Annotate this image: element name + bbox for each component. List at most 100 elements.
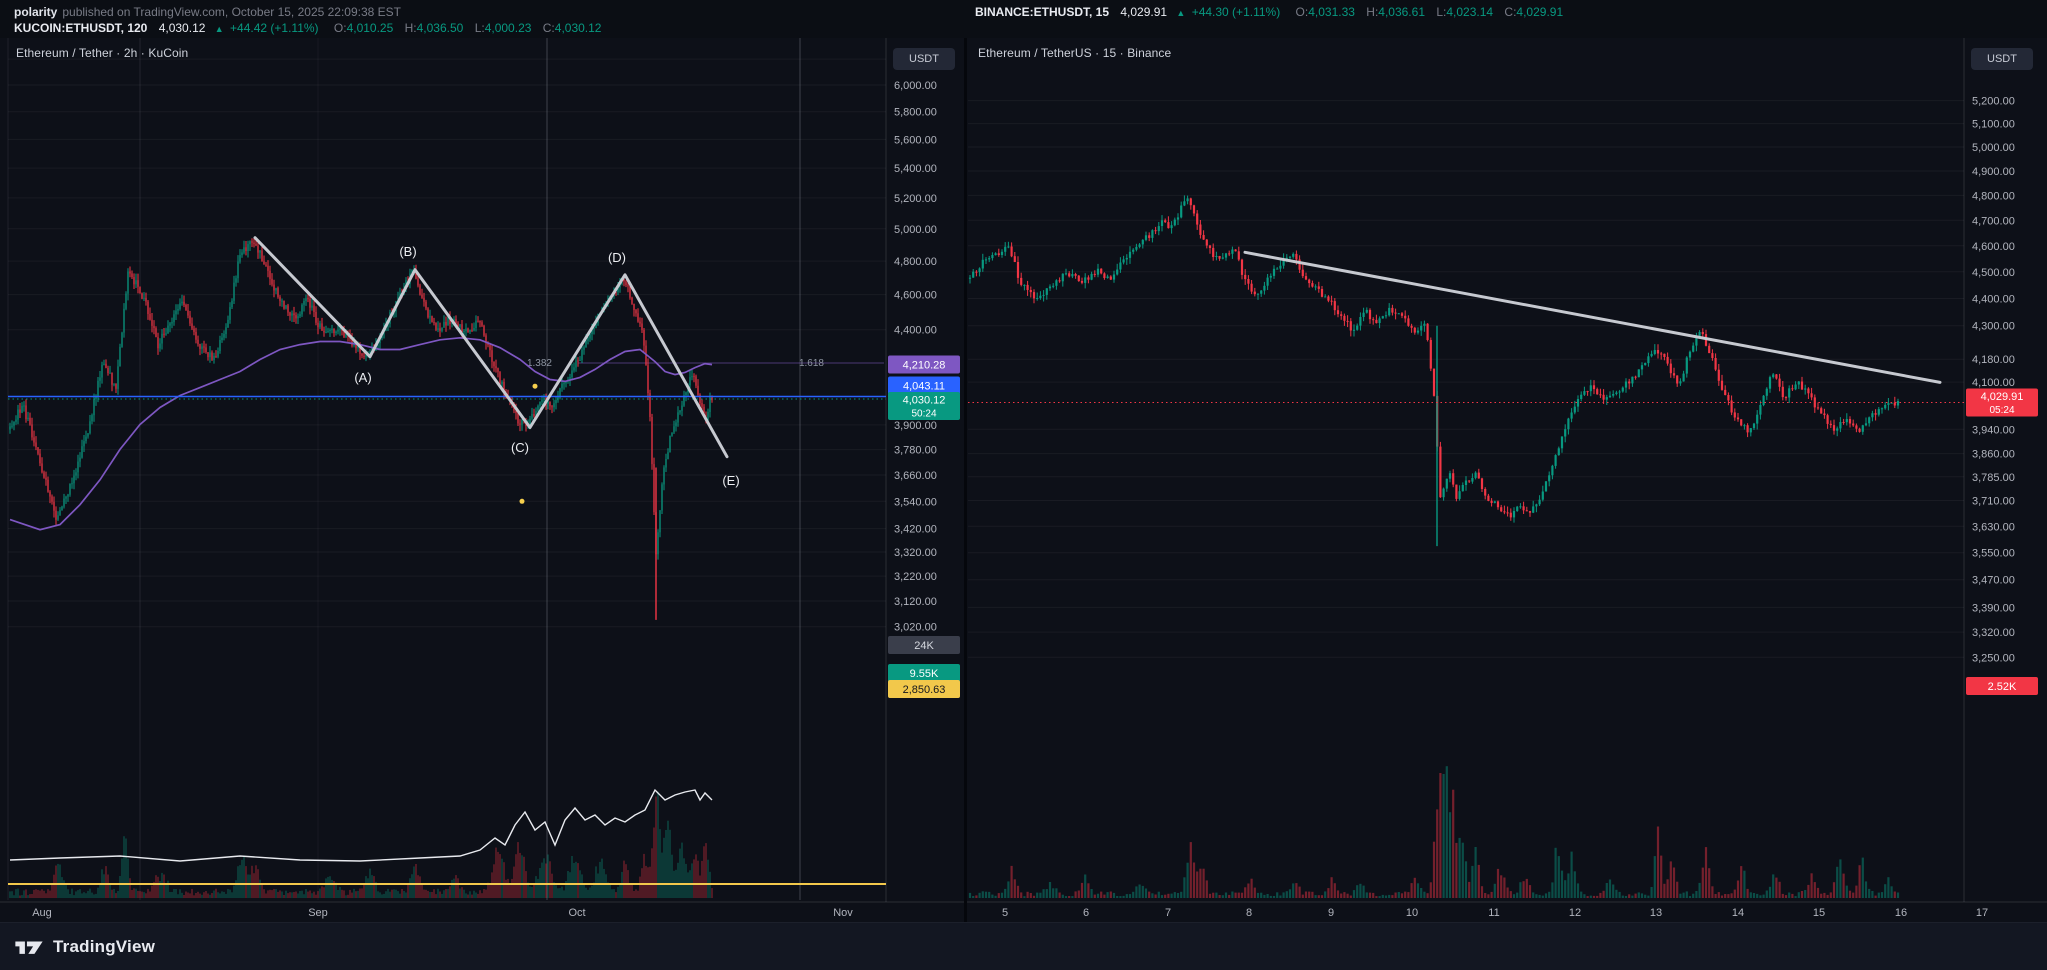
author-link[interactable]: polarity — [14, 5, 58, 19]
price-axis-label: 3,710.00 — [1972, 496, 2015, 508]
price-scale[interactable]: 5,200.00 5,100.00 5,000.00 4,900.00 4,800.00… — [1963, 38, 2038, 902]
price-axis-label: 4,500.00 — [1972, 267, 2015, 279]
price-tag: 4,030.12 50:24 — [888, 392, 960, 420]
gridlines — [968, 100, 1964, 658]
right-symbol-name[interactable]: BINANCE:ETHUSDT, 15 — [975, 5, 1110, 19]
order-marker[interactable] — [532, 383, 538, 389]
price-axis-label: 3,785.00 — [1972, 472, 2015, 484]
price-axis-label: 3,390.00 — [1972, 602, 2015, 614]
elliott-wave-drawing[interactable] — [253, 236, 729, 459]
binance-ethusdt-15m-chart[interactable]: 5 6 7 8 9 10 11 12 13 14 15 16 17 5,200.00 5,100.00 5,0… — [967, 38, 2047, 922]
price-axis-label: 3,660.00 — [894, 470, 937, 482]
page-footer: TradingView — [0, 922, 2047, 970]
left-currency-button[interactable]: USDT — [893, 48, 955, 70]
page-header: polarity published on TradingView.com, Oc… — [0, 0, 2047, 38]
gridlines — [7, 38, 886, 900]
time-axis-label: Oct — [568, 907, 585, 919]
time-axis-label: 17 — [1976, 907, 1988, 919]
price-axis-label: 3,900.00 — [894, 420, 937, 432]
price-axis-label: 3,320.00 — [894, 547, 937, 559]
time-axis-label: 10 — [1406, 907, 1418, 919]
time-axis-label: 8 — [1246, 907, 1252, 919]
price-axis-label: 5,000.00 — [1972, 142, 2015, 154]
close-value: 4,029.91 — [1516, 5, 1564, 19]
price-axis-label: 5,000.00 — [894, 224, 937, 236]
price-axis-label: 4,800.00 — [894, 256, 937, 268]
price-axis-label: 4,800.00 — [1972, 190, 2015, 202]
low-value: 4,000.23 — [484, 21, 532, 35]
right-change: +44.30 (+1.11%) — [1191, 5, 1281, 19]
svg-text:2,850.63: 2,850.63 — [903, 684, 946, 696]
trendline-drawing[interactable] — [1243, 250, 1942, 384]
price-axis-label: 3,540.00 — [894, 496, 937, 508]
wave-label: (D) — [608, 250, 626, 265]
close-label: C: — [1504, 5, 1517, 19]
panel-divider — [964, 38, 967, 922]
price-axis-label: 4,180.00 — [1972, 354, 2015, 366]
time-axis-label: 7 — [1165, 907, 1171, 919]
price-axis-label: 3,220.00 — [894, 571, 937, 583]
price-tag: 2,850.63 — [888, 680, 960, 698]
time-axis-label: 5 — [1002, 907, 1008, 919]
high-value: 4,036.50 — [416, 21, 464, 35]
kucoin-ethusdt-2h-chart[interactable]: 1.3821.618(A)(B)(C)(D)(E)AugSepOctNov6,2… — [0, 38, 965, 922]
time-axis-label: 15 — [1813, 907, 1825, 919]
svg-text:24K: 24K — [914, 640, 934, 652]
wave-label: (B) — [399, 244, 416, 259]
price-tag: 24K — [888, 636, 960, 654]
wave-label: (E) — [722, 473, 739, 488]
order-marker[interactable] — [519, 498, 525, 504]
price-tag: 4,029.91 05:24 — [1966, 388, 2038, 417]
high-label: H: — [1366, 5, 1379, 19]
published-text: published on TradingView.com, October 15… — [62, 5, 402, 19]
time-axis-label: Nov — [833, 907, 853, 919]
svg-text:9.55K: 9.55K — [910, 668, 939, 680]
time-axis-label: 11 — [1488, 907, 1499, 919]
price-tag: 4,210.28 — [888, 355, 960, 374]
price-tag: 2.52K — [1966, 677, 2038, 695]
time-axis-label: 16 — [1895, 907, 1907, 919]
tradingview-logo-icon[interactable] — [14, 936, 44, 958]
time-axis-label: 12 — [1569, 907, 1581, 919]
wave-label: (C) — [511, 440, 529, 455]
left-change: +44.42 (+1.11%) — [230, 21, 319, 35]
price-axis-label: 3,250.00 — [1972, 652, 2015, 664]
price-axis-label: 4,400.00 — [894, 325, 937, 337]
svg-text:4,030.12: 4,030.12 — [903, 395, 946, 407]
price-axis-label: 5,100.00 — [1972, 119, 2015, 131]
price-axis-label: 5,600.00 — [894, 134, 937, 146]
charts-canvas[interactable]: 1.3821.618(A)(B)(C)(D)(E)AugSepOctNov6,2… — [0, 38, 2047, 922]
svg-text:50:24: 50:24 — [911, 409, 936, 420]
close-value: 4,030.12 — [554, 21, 602, 35]
time-axis[interactable]: Aug Sep Oct Nov — [0, 901, 965, 919]
svg-text:4,210.28: 4,210.28 — [903, 360, 946, 372]
price-axis-label: 3,860.00 — [1972, 449, 2015, 461]
price-axis-label: 4,300.00 — [1972, 321, 2015, 333]
time-axis[interactable]: 5 6 7 8 9 10 11 12 13 14 15 16 17 — [967, 901, 2047, 919]
high-value: 4,036.61 — [1378, 5, 1425, 19]
brand-wordmark[interactable]: TradingView — [53, 936, 156, 956]
price-tag: 4,043.11 — [888, 376, 960, 395]
low-label: L: — [1436, 5, 1447, 19]
time-axis-label: 13 — [1650, 907, 1662, 919]
low-label: L: — [474, 21, 485, 35]
time-axis-label: 6 — [1083, 907, 1089, 919]
high-label: H: — [404, 21, 417, 35]
price-axis-label: 3,780.00 — [894, 445, 937, 457]
ema-line — [9, 336, 713, 531]
fib-level-text: 1.382 — [527, 358, 552, 369]
open-value: 4,010.25 — [346, 21, 394, 35]
price-axis-label: 4,100.00 — [1972, 377, 2015, 389]
right-symbol-legend: BINANCE:ETHUSDT, 15 4,029.91 ▲ +44.30 (+… — [975, 5, 1563, 19]
right-currency-button[interactable]: USDT — [1971, 48, 2033, 70]
price-scale[interactable]: 6,200.006,000.005,800.005,600.005,400.00… — [885, 38, 960, 902]
svg-text:4,043.11: 4,043.11 — [903, 381, 945, 393]
price-axis-label: 4,400.00 — [1972, 294, 2015, 306]
price-axis-label: 3,120.00 — [894, 596, 937, 608]
left-symbol-name[interactable]: KUCOIN:ETHUSDT, 120 — [14, 21, 148, 35]
price-axis-label: 5,400.00 — [894, 163, 937, 175]
price-axis-label: 3,470.00 — [1972, 575, 2015, 587]
left-symbol-legend: KUCOIN:ETHUSDT, 120 4,030.12 ▲ +44.42 (+… — [14, 21, 601, 35]
time-axis-label: Sep — [308, 907, 328, 919]
time-axis-label: Aug — [32, 907, 52, 919]
